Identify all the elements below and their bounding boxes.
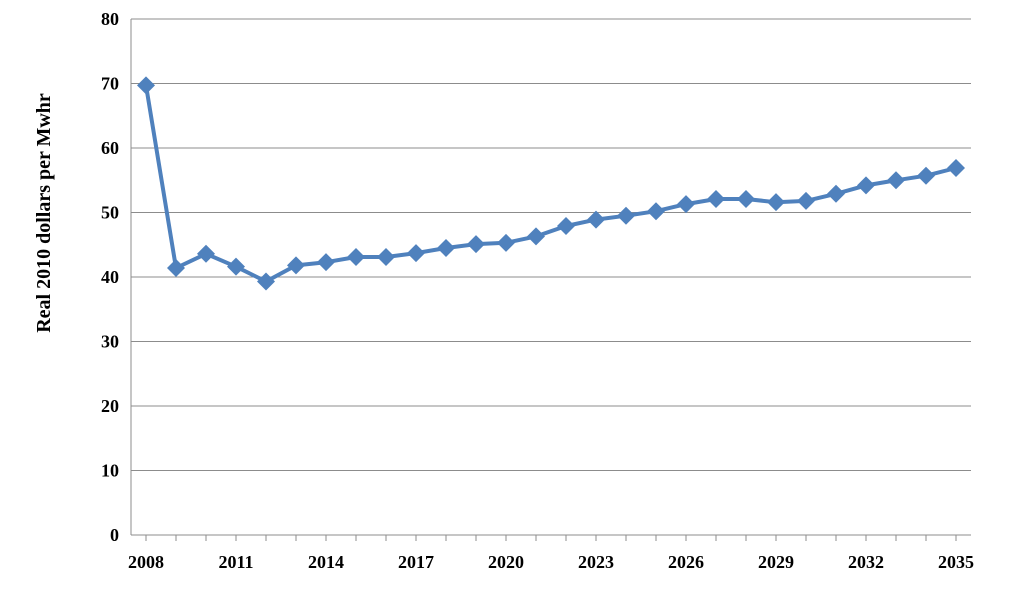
x-tick-label: 2035 (938, 552, 974, 572)
data-point-2010 (197, 244, 215, 263)
data-point-2030 (797, 191, 815, 210)
y-tick-labels: 0 10 20 30 40 50 60 70 80 (101, 9, 119, 545)
series-line (144, 85, 957, 284)
x-tick-labels: 2008 2011 2014 2017 2020 2023 2026 2029 2032 2035 (128, 552, 974, 572)
x-tick-label: 2011 (218, 552, 253, 572)
data-point-2033 (887, 171, 905, 190)
y-tick-label: 0 (110, 525, 119, 545)
y-tick-label: 80 (101, 9, 119, 29)
data-point-2023 (587, 210, 605, 229)
axes (130, 19, 971, 541)
data-point-2018 (437, 238, 455, 257)
x-tick-label: 2017 (398, 552, 434, 572)
y-tick-label: 60 (101, 138, 119, 158)
data-point-2019 (467, 235, 485, 254)
y-tick-label: 30 (101, 332, 119, 352)
data-point-2025 (647, 202, 665, 221)
x-tick-label: 2020 (488, 552, 524, 572)
x-tick-label: 2029 (758, 552, 794, 572)
data-point-2008 (137, 76, 155, 95)
data-point-2014 (317, 253, 335, 272)
x-tick-label: 2032 (848, 552, 884, 572)
y-tick-label: 10 (101, 461, 119, 481)
data-point-2031 (827, 184, 845, 203)
data-point-2035 (947, 158, 965, 177)
data-point-2020 (497, 233, 515, 252)
data-point-2017 (407, 244, 425, 263)
data-point-2009 (167, 258, 185, 277)
y-axis-label: Real 2010 dollars per Mwhr (33, 93, 55, 333)
data-point-2011 (227, 257, 245, 276)
data-point-2022 (557, 217, 575, 236)
x-tick-label: 2026 (668, 552, 704, 572)
y-tick-label: 70 (101, 74, 119, 94)
data-point-2015 (347, 248, 365, 267)
y-tick-label: 40 (101, 267, 119, 287)
data-point-2032 (857, 176, 875, 195)
y-tick-label: 20 (101, 396, 119, 416)
gridlines (131, 18, 971, 471)
data-point-2028 (737, 189, 755, 208)
data-point-2012 (257, 272, 275, 291)
x-tick-label: 2008 (128, 552, 164, 572)
data-point-2016 (377, 248, 395, 267)
data-point-2034 (917, 166, 935, 185)
data-point-2024 (617, 206, 635, 225)
x-tick-label: 2014 (308, 552, 344, 572)
x-tick-label: 2023 (578, 552, 614, 572)
data-point-2026 (677, 195, 695, 214)
y-tick-label: 50 (101, 203, 119, 223)
data-point-2021 (527, 227, 545, 246)
data-point-2013 (287, 256, 305, 275)
data-point-2027 (707, 189, 725, 208)
data-point-2029 (767, 193, 785, 212)
series-group (137, 76, 965, 291)
